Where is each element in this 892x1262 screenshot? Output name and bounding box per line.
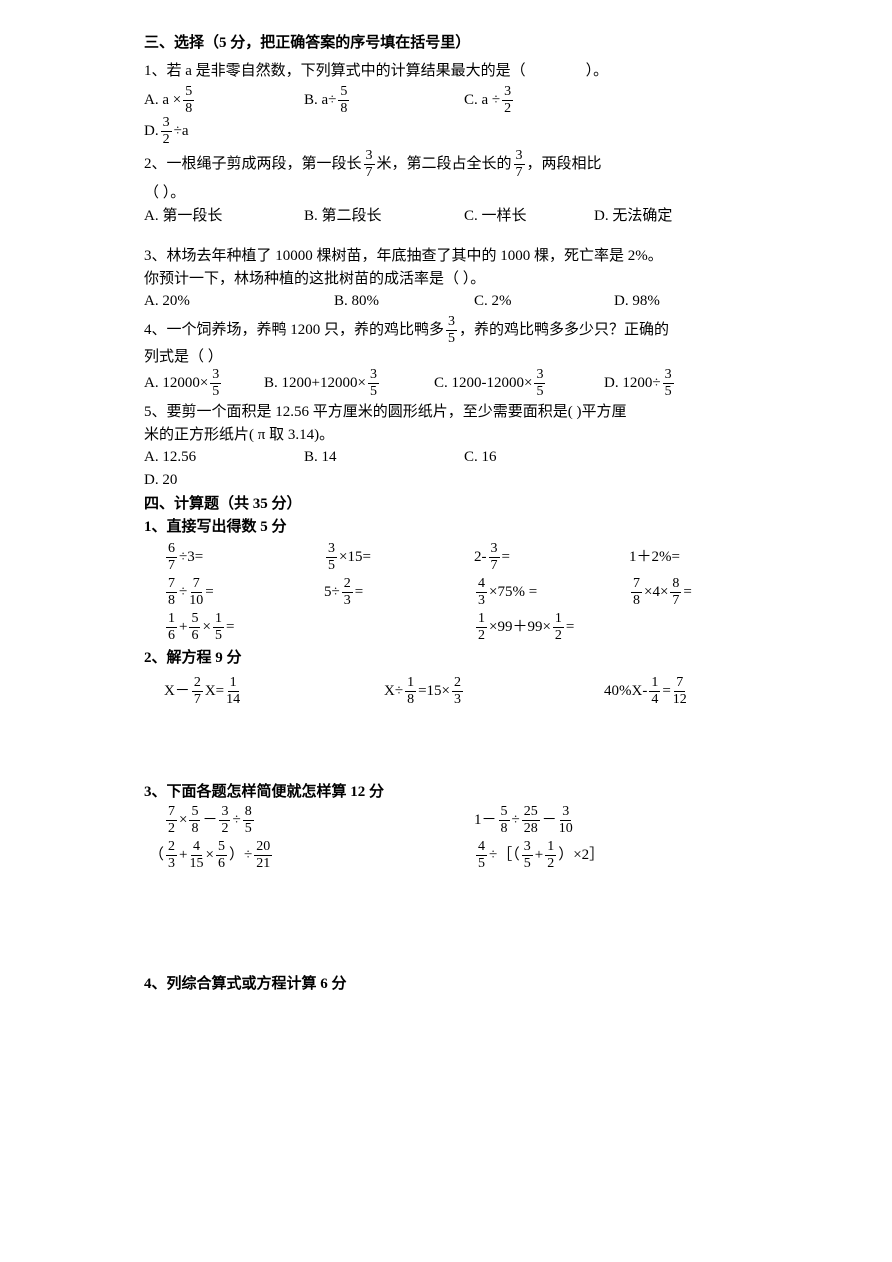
q2-paren: （ ）。 (144, 182, 752, 205)
section-4-title: 四、计算题（共 35 分） (144, 493, 752, 516)
calc-r1: 67÷3= 35×15= 2-37= 1＋2%= (164, 542, 752, 573)
simp-r1: 72×58－32÷85 1－58÷2528－310 (164, 803, 752, 838)
q4-l2: 列式是（ ） (144, 346, 752, 369)
calc-r2c: 43×75% = (474, 577, 629, 608)
q4-choice-c: C. 1200-12000×35 (434, 368, 604, 399)
q5-choice-b: B. 14 (304, 446, 464, 469)
calc-r1c: 2-37= (474, 542, 629, 573)
q3-choice-d: D. 98% (614, 290, 660, 313)
q4-l1: 4、一个饲养场，养鸭 1200 只，养的鸡比鸭多35，养的鸡比鸭多多少只？正确的 (144, 315, 752, 346)
q2-choice-a: A. 第一段长 (144, 205, 304, 228)
q2-t1: 2、一根绳子剪成两段，第一段长 (144, 156, 362, 172)
q5-choices: A. 12.56 B. 14 C. 16 D. 20 (144, 446, 752, 491)
simp-r1-left: 72×58－32÷85 (164, 805, 474, 836)
sub4-heading: 4、列综合算式或方程计算 6 分 (144, 973, 752, 996)
q1-end: ）。 (586, 63, 609, 79)
simp-r2: （23+415×56）÷2021 45÷［（35+12）×2］ (149, 838, 752, 873)
q3-choice-c: C. 2% (474, 290, 614, 313)
q3-l2: 你预计一下，林场种植的这批树苗的成活率是（ ）。 (144, 268, 752, 291)
calc-r3a: 16+56×15= (164, 612, 474, 643)
q2-choice-d: D. 无法确定 (594, 205, 672, 228)
eq3: 40%X-14=712 (604, 676, 689, 707)
sub2-heading: 2、解方程 9 分 (144, 647, 752, 670)
sub3-heading: 3、下面各题怎样简便就怎样算 12 分 (144, 781, 752, 804)
eq2: X÷18=15×23 (384, 676, 604, 707)
q5-choice-d: D. 20 (144, 469, 304, 492)
calc-r3: 16+56×15= 12×99＋99×12= (164, 612, 752, 643)
simp-r1-right: 1－58÷2528－310 (474, 805, 694, 836)
calc-r2a: 78÷710= (164, 577, 324, 608)
q3-choices: A. 20% B. 80% C. 2% D. 98% (144, 290, 752, 313)
q5-choice-a: A. 12.56 (144, 446, 304, 469)
calc-r2b: 5÷23= (324, 577, 474, 608)
q2-t3: ，两段相比 (527, 156, 602, 172)
q4-choice-d: D. 1200÷35 (604, 368, 676, 399)
q1-choice-d: D. 32÷a (144, 116, 304, 147)
q1-text: 1、若 a 是非零自然数，下列算式中的计算结果最大的是（ (144, 63, 526, 79)
q1-choice-b: B. a÷58 (304, 85, 464, 116)
calc-r2d: 78×4×87= (629, 577, 692, 608)
simp-r2-right: 45÷［（35+12）×2］ (474, 840, 694, 871)
simp-r2-left: （23+415×56）÷2021 (149, 840, 474, 871)
q3-choice-a: A. 20% (144, 290, 334, 313)
q3-l1: 3、林场去年种植了 10000 棵树苗，年底抽查了其中的 1000 棵，死亡率是… (144, 245, 752, 268)
q2: 2、一根绳子剪成两段，第一段长37米，第二段占全长的37，两段相比 (144, 149, 752, 180)
q4-choice-a: A. 12000×35 (144, 368, 264, 399)
calc-r2: 78÷710= 5÷23= 43×75% = 78×4×87= (164, 577, 752, 608)
q1-choice-c: C. a ÷32 (464, 85, 624, 116)
q1: 1、若 a 是非零自然数，下列算式中的计算结果最大的是（ ）。 (144, 57, 752, 86)
q5-choice-c: C. 16 (464, 446, 624, 469)
calc-r1d: 1＋2%= (629, 546, 680, 569)
q1-choice-a: A. a ×58 (144, 85, 304, 116)
q2-t2: 米，第二段占全长的 (377, 156, 512, 172)
section-3-title: 三、选择（5 分，把正确答案的序号填在括号里） (144, 32, 752, 55)
q5-l1: 5、要剪一个面积是 12.56 平方厘米的圆形纸片，至少需要面积是( )平方厘 (144, 401, 752, 424)
calc-r3b: 12×99＋99×12= (474, 612, 574, 643)
q4-choices: A. 12000×35 B. 1200+12000×35 C. 1200-120… (144, 368, 752, 399)
q2-choice-c: C. 一样长 (464, 205, 594, 228)
q4-choice-b: B. 1200+12000×35 (264, 368, 434, 399)
calc-r1b: 35×15= (324, 542, 474, 573)
eq1: X－27X=114 (164, 676, 384, 707)
q5-l2: 米的正方形纸片( π 取 3.14)。 (144, 424, 752, 447)
q2-choices: A. 第一段长 B. 第二段长 C. 一样长 D. 无法确定 (144, 205, 752, 228)
sub1-heading: 1、直接写出得数 5 分 (144, 516, 752, 539)
q2-choice-b: B. 第二段长 (304, 205, 464, 228)
q3-choice-b: B. 80% (334, 290, 474, 313)
calc-r1a: 67÷3= (164, 542, 324, 573)
eq-row: X－27X=114 X÷18=15×23 40%X-14=712 (164, 676, 752, 707)
q1-choices: A. a ×58 B. a÷58 C. a ÷32 D. 32÷a (144, 85, 752, 147)
